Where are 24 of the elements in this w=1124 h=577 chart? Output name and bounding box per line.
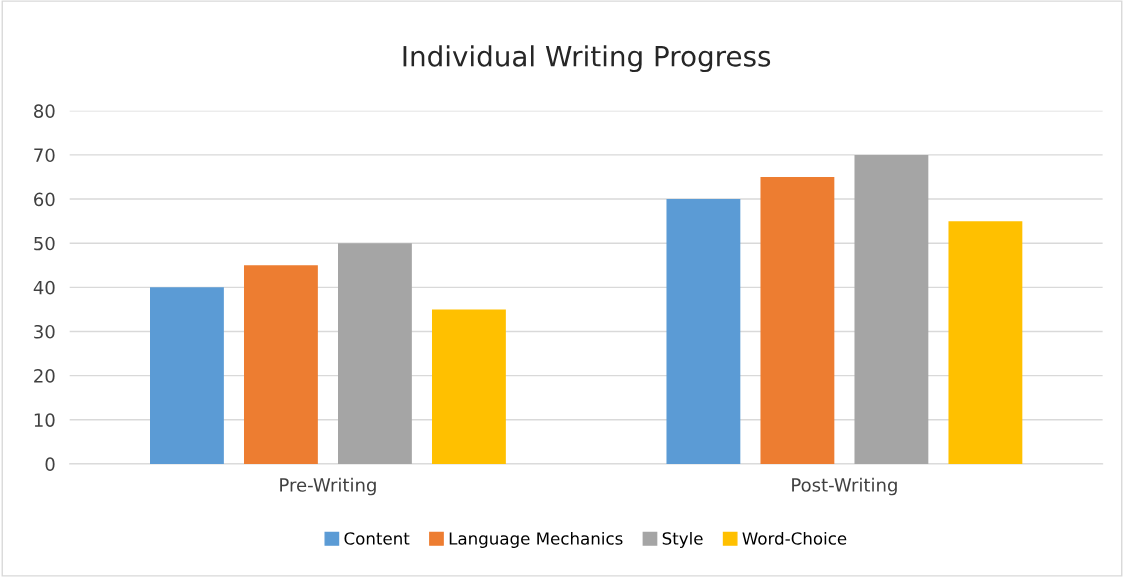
bar [854, 154, 929, 464]
bar [948, 221, 1023, 464]
legend-label: Language Mechanics [449, 531, 623, 549]
y-tick-label: 20 [34, 369, 55, 383]
legend-label: Style [662, 531, 703, 549]
bar [244, 265, 318, 464]
y-tick-label: 10 [34, 413, 55, 427]
bar [432, 309, 506, 464]
y-tick-label: 40 [33, 280, 55, 295]
y-tick-label: 70 [34, 148, 55, 163]
y-tick-label: 60 [34, 192, 55, 207]
bar [666, 199, 741, 464]
y-tick-label: 30 [34, 324, 55, 339]
bar [760, 176, 835, 464]
chart-title: Individual Writing Progress [403, 45, 771, 73]
y-tick-label: 80 [34, 104, 55, 118]
y-tick-label: 0 [45, 457, 55, 472]
bar [338, 243, 412, 464]
legend-label: Content [344, 532, 410, 545]
x-tick-label: Post-Writing [792, 477, 897, 496]
x-tick-label: Pre-Writing [280, 477, 376, 496]
legend-label: Word-Choice [742, 531, 847, 545]
bar [150, 287, 224, 464]
y-tick-label: 50 [34, 236, 55, 251]
